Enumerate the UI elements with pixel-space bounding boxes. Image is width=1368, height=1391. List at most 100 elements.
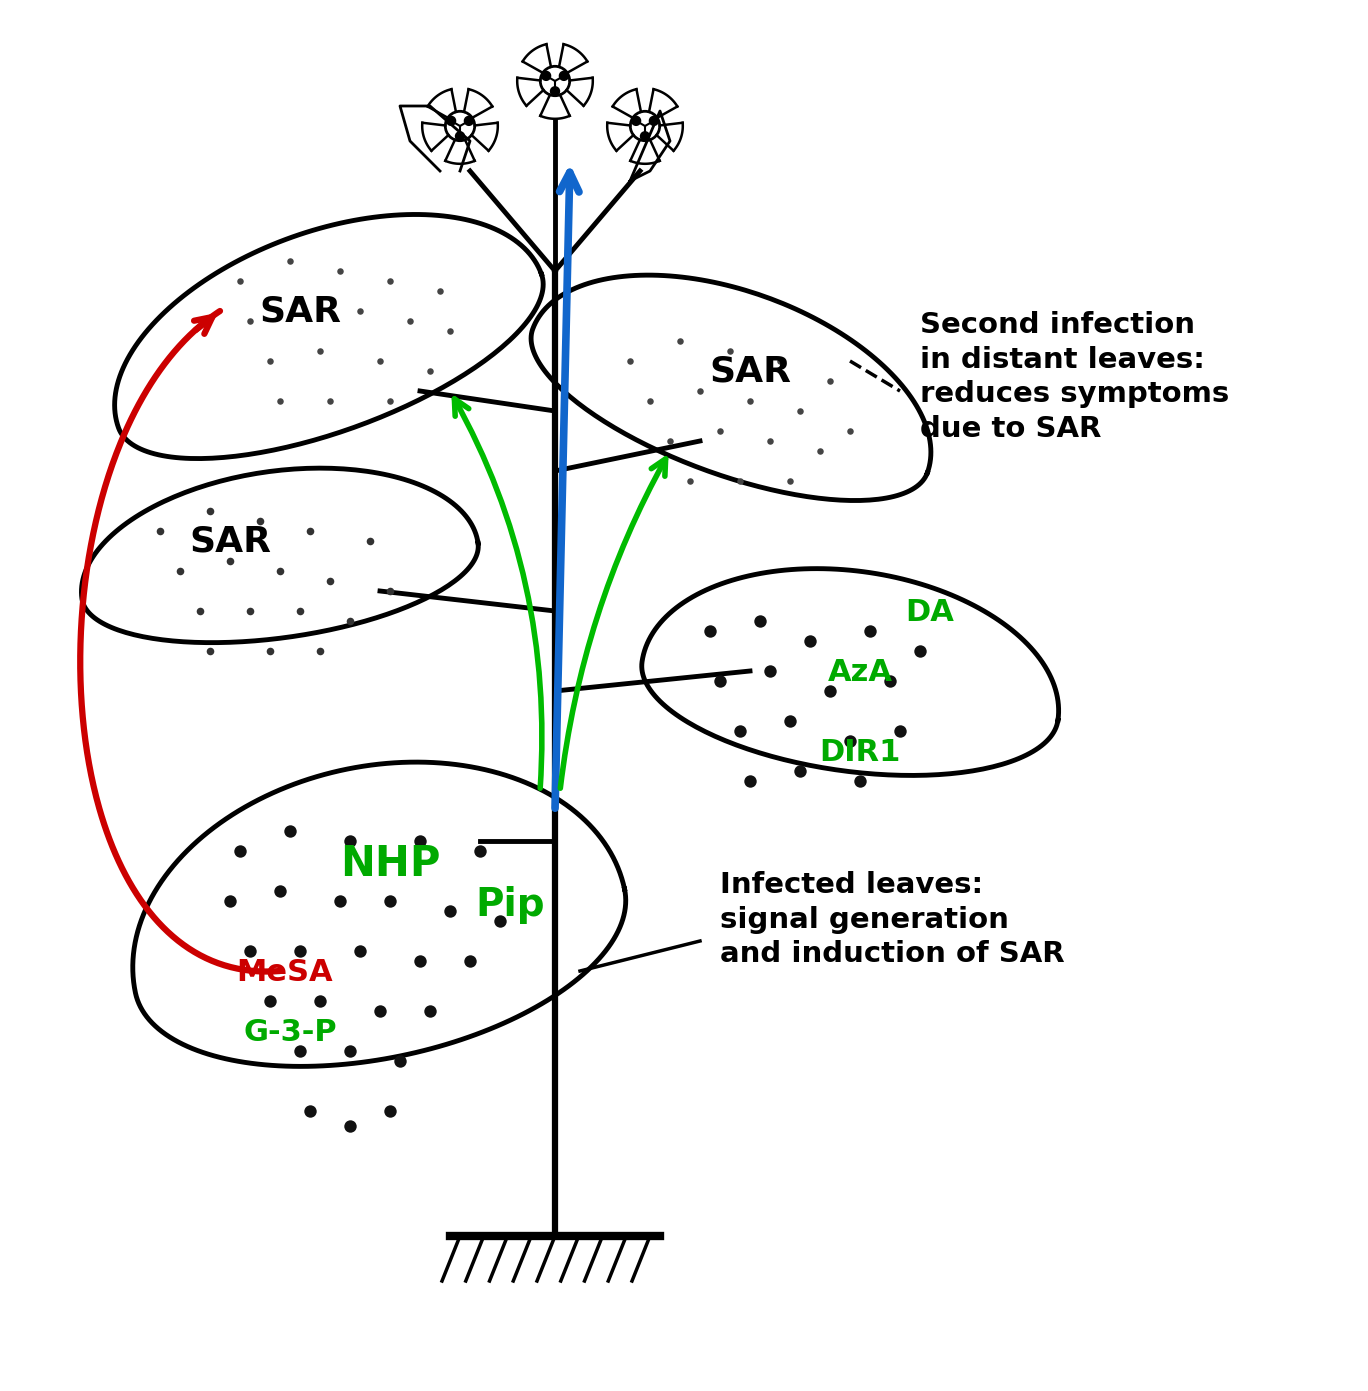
Point xyxy=(620,351,642,373)
Point xyxy=(369,351,391,373)
Point xyxy=(808,440,830,462)
Point xyxy=(289,600,311,622)
Point xyxy=(309,339,331,362)
Point xyxy=(249,510,271,533)
Point xyxy=(330,260,352,282)
Point xyxy=(219,890,241,912)
Point xyxy=(910,640,932,662)
Polygon shape xyxy=(82,469,479,643)
Point xyxy=(488,910,510,932)
Point xyxy=(839,730,860,753)
Polygon shape xyxy=(115,214,543,459)
Point xyxy=(349,940,371,963)
Point xyxy=(439,320,461,342)
Point xyxy=(389,1050,410,1072)
Circle shape xyxy=(456,132,465,140)
Point xyxy=(430,280,451,302)
Point xyxy=(200,499,222,522)
Circle shape xyxy=(640,132,650,140)
Point xyxy=(689,380,711,402)
Point xyxy=(789,399,811,421)
Point xyxy=(679,470,700,492)
Point xyxy=(889,721,911,743)
Point xyxy=(239,600,261,622)
Point xyxy=(369,1000,391,1022)
Point xyxy=(269,559,291,581)
Point xyxy=(859,620,881,643)
Point xyxy=(309,990,331,1013)
Point xyxy=(379,270,401,292)
Text: AzA: AzA xyxy=(828,658,892,687)
Point xyxy=(699,620,721,643)
Polygon shape xyxy=(133,762,625,1067)
Point xyxy=(419,1000,440,1022)
Point xyxy=(639,389,661,412)
Point xyxy=(300,520,321,542)
Point xyxy=(729,721,751,743)
Circle shape xyxy=(550,86,560,96)
Polygon shape xyxy=(531,275,930,501)
Point xyxy=(339,1114,361,1136)
Point xyxy=(379,890,401,912)
Text: Infected leaves:
signal generation
and induction of SAR: Infected leaves: signal generation and i… xyxy=(720,871,1064,968)
Circle shape xyxy=(542,71,550,81)
Point xyxy=(228,270,250,292)
Point xyxy=(789,759,811,782)
Point xyxy=(309,640,331,662)
Point xyxy=(349,300,371,323)
Point xyxy=(339,609,361,632)
Text: G-3-P: G-3-P xyxy=(244,1018,337,1047)
Point xyxy=(469,840,491,862)
Point xyxy=(379,389,401,412)
Point xyxy=(339,1040,361,1063)
Point xyxy=(799,630,821,652)
Point xyxy=(239,310,261,332)
Point xyxy=(300,1100,321,1123)
Point xyxy=(709,420,731,442)
Point xyxy=(269,881,291,903)
Point xyxy=(880,670,902,693)
Point xyxy=(839,420,860,442)
Text: DA: DA xyxy=(906,598,955,627)
Text: SAR: SAR xyxy=(189,524,271,558)
Point xyxy=(289,1040,311,1063)
Point xyxy=(289,940,311,963)
Polygon shape xyxy=(642,569,1059,775)
Circle shape xyxy=(560,71,569,81)
Point xyxy=(339,830,361,853)
Point xyxy=(358,530,380,552)
Point xyxy=(759,659,781,682)
Circle shape xyxy=(650,117,658,125)
Text: SAR: SAR xyxy=(259,294,341,328)
Point xyxy=(759,430,781,452)
Text: NHP: NHP xyxy=(339,843,440,885)
Point xyxy=(330,890,352,912)
Point xyxy=(419,360,440,383)
Text: SAR: SAR xyxy=(709,353,791,388)
Point xyxy=(720,339,741,362)
Point xyxy=(279,250,301,273)
Point xyxy=(239,940,261,963)
Point xyxy=(189,600,211,622)
Point xyxy=(259,640,280,662)
Point xyxy=(200,640,222,662)
Point xyxy=(769,351,791,373)
Point xyxy=(739,769,761,791)
Point xyxy=(778,470,800,492)
Point xyxy=(778,709,800,732)
Point xyxy=(819,680,841,702)
Circle shape xyxy=(632,117,640,125)
Point xyxy=(709,670,731,693)
Point xyxy=(319,389,341,412)
Point xyxy=(319,570,341,593)
Point xyxy=(819,370,841,392)
Point xyxy=(399,310,421,332)
Point xyxy=(750,609,772,632)
Point xyxy=(269,389,291,412)
Point xyxy=(409,950,431,972)
Point xyxy=(149,520,171,542)
Text: Second infection
in distant leaves:
reduces symptoms
due to SAR: Second infection in distant leaves: redu… xyxy=(921,312,1230,442)
Point xyxy=(289,289,311,312)
Circle shape xyxy=(446,117,456,125)
Point xyxy=(379,1100,401,1123)
